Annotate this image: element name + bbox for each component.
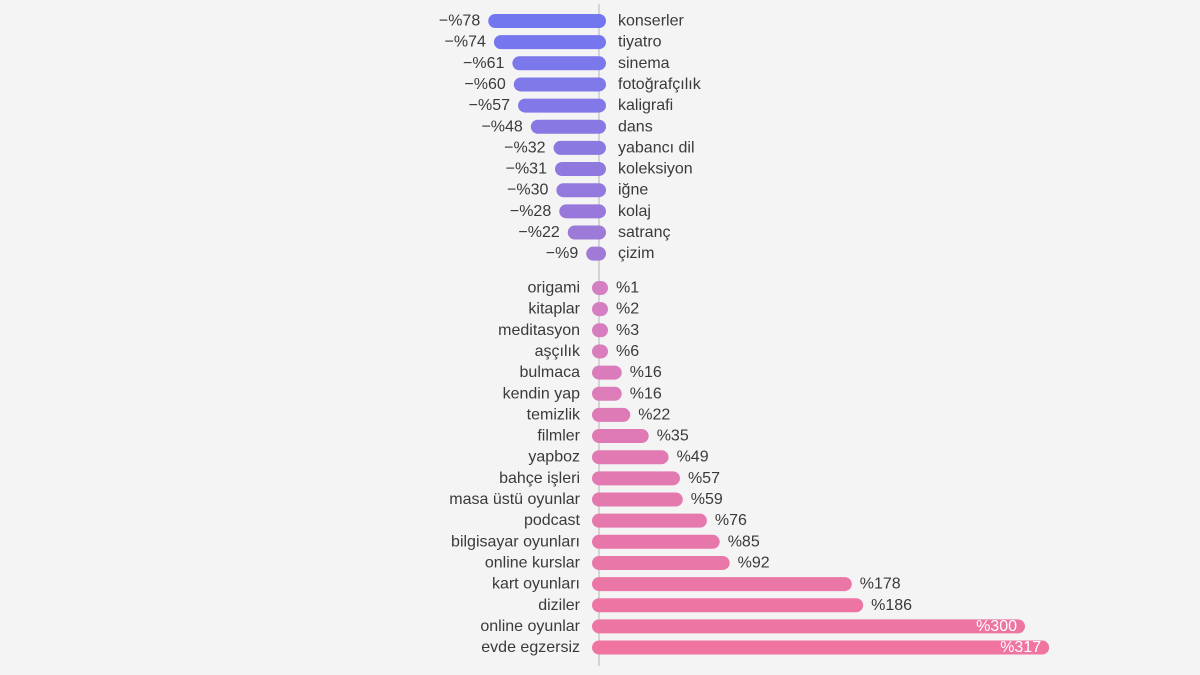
bar-cizim — [586, 246, 606, 261]
value-label-online-kurslar: %92 — [738, 554, 770, 571]
bar-sinema — [512, 56, 606, 71]
value-label-fotografcilik: −%60 — [464, 76, 505, 93]
bar-kaligrafi — [518, 98, 606, 113]
category-label-yabanci-dil: yabancı dil — [618, 139, 695, 156]
category-label-filmler: filmler — [537, 428, 580, 445]
value-label-konserler: −%78 — [439, 13, 480, 30]
category-label-kaligrafi: kaligrafi — [618, 97, 673, 114]
value-label-masa-ustu-oyunlar: %59 — [691, 491, 723, 508]
value-label-podcast: %76 — [715, 512, 747, 529]
category-label-koleksiyon: koleksiyon — [618, 161, 693, 178]
value-label-online-oyunlar: %300 — [976, 618, 1017, 635]
bar-diziler — [592, 598, 864, 613]
category-label-origami: origami — [528, 280, 580, 297]
increase-bars-group: %1 origami %2 kitaplar %3 meditasyon %6 aşçılık… — [449, 280, 1050, 656]
category-label-fotografcilik: fotoğrafçılık — [618, 76, 702, 93]
bar-yabanci-dil — [553, 140, 606, 155]
value-label-bahce-isleri: %57 — [688, 470, 720, 487]
value-label-kaligrafi: −%57 — [469, 97, 510, 114]
bar-temizlik — [592, 407, 631, 422]
value-label-igne: −%30 — [507, 182, 548, 199]
category-label-tiyatro: tiyatro — [618, 34, 662, 51]
bar-kendin-yap — [592, 386, 622, 401]
category-label-online-kurslar: online kurslar — [485, 554, 581, 571]
bar-konserler — [488, 14, 606, 28]
bar-fotografcilik — [513, 77, 606, 92]
value-label-sinema: −%61 — [463, 55, 504, 72]
bar-igne — [556, 183, 606, 198]
category-label-sinema: sinema — [618, 55, 670, 72]
value-label-meditasyon: %3 — [616, 322, 639, 339]
bar-filmler — [592, 429, 649, 444]
bar-podcast — [592, 513, 707, 528]
value-label-kendin-yap: %16 — [630, 385, 662, 402]
bar-evde-egzersiz — [592, 640, 1050, 655]
value-label-cizim: −%9 — [546, 245, 579, 262]
value-label-diziler: %186 — [871, 597, 912, 614]
decrease-bars-group: −%78 konserler −%74 tiyatro −%61 sinema −%60 fo… — [439, 13, 702, 263]
bar-bulmaca — [592, 365, 622, 380]
bar-bilgisayar-oyunlari — [592, 534, 720, 549]
value-label-bulmaca: %16 — [630, 364, 662, 381]
value-label-bilgisayar-oyunlari: %85 — [728, 533, 760, 550]
value-label-yabanci-dil: −%32 — [504, 139, 545, 156]
value-label-evde-egzersiz: %317 — [1000, 639, 1041, 656]
category-label-bulmaca: bulmaca — [520, 364, 581, 381]
category-label-kolaj: kolaj — [618, 203, 651, 220]
category-label-kitaplar: kitaplar — [528, 301, 580, 318]
category-label-evde-egzersiz: evde egzersiz — [481, 639, 580, 656]
category-label-dans: dans — [618, 118, 653, 135]
category-label-masa-ustu-oyunlar: masa üstü oyunlar — [449, 491, 580, 508]
bar-dans — [530, 119, 606, 134]
value-label-ascilik: %6 — [616, 343, 639, 360]
value-label-origami: %1 — [616, 280, 639, 297]
category-label-igne: iğne — [618, 182, 648, 199]
value-label-tiyatro: −%74 — [445, 34, 486, 51]
bar-online-oyunlar — [592, 619, 1025, 634]
category-label-online-oyunlar: online oyunlar — [480, 618, 580, 635]
value-label-yapboz: %49 — [677, 449, 709, 466]
bar-koleksiyon — [554, 162, 606, 177]
value-label-satranc: −%22 — [518, 224, 559, 241]
bar-ascilik — [592, 344, 608, 359]
category-label-diziler: diziler — [538, 597, 580, 614]
category-label-bahce-isleri: bahçe işleri — [499, 470, 580, 487]
bar-kitaplar — [592, 302, 608, 317]
bar-kolaj — [559, 204, 606, 219]
bar-online-kurslar — [592, 555, 730, 570]
bar-masa-ustu-oyunlar — [592, 492, 683, 507]
value-label-dans: −%48 — [481, 118, 522, 135]
category-label-kart-oyunlari: kart oyunları — [492, 576, 580, 593]
bar-satranc — [567, 225, 606, 240]
bar-yapboz — [592, 450, 669, 465]
bar-meditasyon — [592, 323, 608, 338]
category-label-podcast: podcast — [524, 512, 581, 529]
value-label-kolaj: −%28 — [510, 203, 551, 220]
category-label-temizlik: temizlik — [527, 406, 581, 423]
bar-kart-oyunlari — [592, 577, 852, 592]
category-label-ascilik: aşçılık — [535, 343, 581, 360]
value-label-koleksiyon: −%31 — [506, 161, 547, 178]
category-label-bilgisayar-oyunlari: bilgisayar oyunları — [451, 533, 580, 550]
bar-origami — [592, 281, 608, 295]
value-label-temizlik: %22 — [638, 406, 670, 423]
category-label-cizim: çizim — [618, 245, 654, 262]
category-label-meditasyon: meditasyon — [498, 322, 580, 339]
category-label-kendin-yap: kendin yap — [503, 385, 580, 402]
value-label-filmler: %35 — [657, 428, 689, 445]
category-label-yapboz: yapboz — [528, 449, 580, 466]
value-label-kitaplar: %2 — [616, 301, 639, 318]
category-label-satranc: satranç — [618, 224, 670, 241]
value-label-kart-oyunlari: %178 — [860, 576, 901, 593]
bar-bahce-isleri — [592, 471, 680, 486]
category-label-konserler: konserler — [618, 13, 684, 30]
bar-tiyatro — [493, 35, 606, 50]
